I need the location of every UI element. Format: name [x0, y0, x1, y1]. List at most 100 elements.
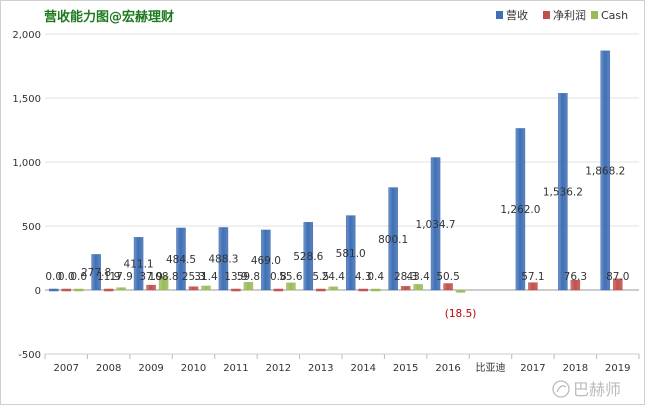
data-label: 5.5	[312, 271, 329, 283]
data-label: 488.3	[208, 254, 238, 266]
data-label: 43.4	[406, 271, 430, 283]
data-label: 1,262.0	[500, 204, 540, 216]
bar-net-profit	[443, 283, 453, 291]
bar-revenue	[515, 128, 526, 291]
bar-net-profit	[528, 282, 538, 291]
bar-revenue	[600, 50, 611, 291]
x-tick-label: 2014	[350, 363, 375, 374]
legend-swatch	[496, 11, 503, 19]
bar-cash	[243, 282, 254, 291]
bar-cash	[413, 284, 423, 291]
bar-revenue	[91, 254, 101, 291]
bar-revenue	[345, 215, 356, 291]
data-label: 411.1	[124, 259, 154, 271]
bar-revenue	[558, 93, 568, 291]
bar-cash	[73, 288, 84, 292]
x-tick-label: 2016	[435, 363, 460, 374]
bar-net-profit	[273, 288, 284, 292]
data-label: 469.0	[251, 255, 281, 267]
data-label: 1,034.7	[416, 219, 456, 231]
data-label: 87.0	[606, 271, 629, 283]
x-tick-label: 2017	[520, 363, 545, 374]
bar-revenue	[48, 288, 59, 292]
watermark: 巴赫师	[552, 380, 621, 399]
data-label: 277.8	[81, 267, 111, 279]
bar-cash	[328, 286, 339, 291]
data-label: 24.4	[322, 271, 346, 283]
data-label: 31.4	[194, 271, 218, 283]
legend-label: 净利润	[553, 8, 586, 22]
bar-net-profit	[188, 286, 199, 291]
bar-cash	[455, 289, 466, 293]
bar-revenue	[261, 229, 271, 291]
data-label: (18.5)	[445, 308, 477, 320]
x-tick-label: 2007	[53, 363, 78, 374]
data-label: 11.9	[97, 271, 120, 283]
data-label: 17.9	[109, 271, 132, 283]
data-label: 0.0	[45, 271, 62, 283]
bar-cash	[201, 285, 211, 291]
y-tick-label: 2,000	[12, 30, 41, 41]
chart-title: 营收能力图@宏赫理财	[44, 9, 174, 25]
x-tick-label: 2013	[308, 363, 333, 374]
x-tick-label: 2011	[223, 363, 248, 374]
data-label: 50.5	[436, 271, 459, 283]
data-label: 55.6	[279, 271, 303, 283]
data-label: 108.8	[149, 271, 179, 283]
bar-cash	[286, 282, 296, 291]
x-tick-label: 2015	[393, 363, 418, 374]
x-tick-label: 2018	[563, 363, 588, 374]
legend-swatch	[543, 11, 550, 19]
bar-net-profit	[316, 288, 326, 292]
bar-revenue	[218, 227, 229, 291]
x-tick-label: 2019	[605, 363, 630, 374]
x-tick-label: 2008	[96, 363, 121, 374]
data-label: 4.3	[355, 271, 372, 283]
data-label: 0.4	[367, 271, 384, 283]
bar-net-profit	[146, 284, 156, 291]
bars	[48, 50, 623, 293]
x-tick-label: 2012	[266, 363, 291, 374]
bar-cash	[158, 275, 169, 291]
data-label: 25.3	[182, 271, 205, 283]
data-label: 528.6	[293, 251, 323, 263]
bar-net-profit	[613, 278, 623, 291]
data-label: 1,536.2	[543, 187, 583, 199]
y-tick-label: 1,000	[12, 158, 41, 169]
bar-net-profit	[231, 288, 241, 292]
bar-net-profit	[358, 288, 368, 292]
y-tick-label: 0	[35, 286, 41, 297]
data-label: 37.9	[139, 271, 162, 283]
data-label: 1,868.2	[585, 165, 625, 177]
watermark-text: 巴赫师	[573, 380, 621, 399]
data-label: 28.3	[394, 271, 417, 283]
legend-swatch	[591, 11, 598, 19]
bar-net-profit	[61, 288, 71, 292]
legend-label: Cash	[601, 9, 628, 22]
x-tick-label: 比亚迪	[476, 362, 506, 374]
bar-cash	[370, 288, 381, 292]
y-tick-label: 1,500	[12, 94, 41, 105]
watermark-logo-icon	[552, 380, 570, 398]
bar-revenue	[303, 222, 314, 291]
bar-net-profit	[570, 279, 581, 291]
data-label: 0.0	[70, 271, 87, 283]
bar-cash	[116, 287, 126, 291]
axes: -500 0 500 1,000 1,500 2,000 2007 2008 2009 2010 2…	[12, 30, 640, 374]
data-label: 76.3	[564, 271, 587, 283]
data-label: 13.9	[224, 271, 247, 283]
data-label: 57.1	[521, 271, 544, 283]
bar-revenue	[388, 187, 398, 291]
x-tick-label: 2009	[138, 363, 163, 374]
bar-revenue	[133, 237, 144, 291]
bar-net-profit	[103, 288, 114, 292]
data-label: 800.1	[378, 234, 408, 246]
legend-label: 营收	[506, 8, 528, 22]
bar-revenue	[176, 227, 186, 291]
data-label: 484.5	[166, 254, 196, 266]
data-label: 0.8	[270, 271, 287, 283]
legend: 营收 净利润 Cash	[496, 8, 628, 22]
